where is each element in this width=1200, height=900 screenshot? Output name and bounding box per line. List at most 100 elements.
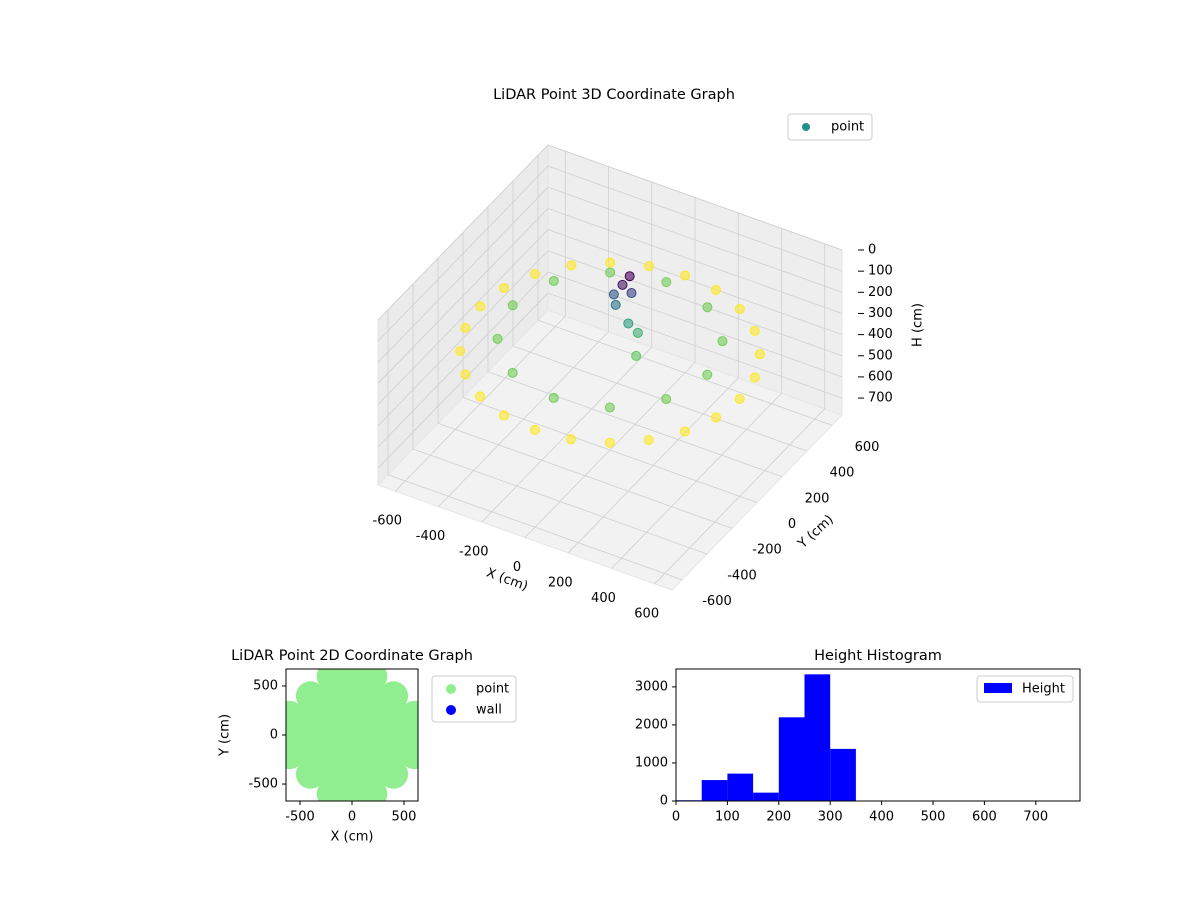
point [624, 271, 635, 282]
z-tick-label: 0 [868, 243, 876, 258]
z-tick-label: 300 [868, 306, 893, 321]
point [661, 394, 672, 405]
bar [778, 717, 805, 801]
point [631, 350, 642, 361]
grid-line [487, 371, 783, 478]
x-tick-label: 400 [591, 591, 616, 606]
point [530, 424, 540, 435]
grid-line [537, 319, 833, 426]
grid-line [377, 229, 549, 405]
grid-line [377, 187, 549, 363]
grid-line [547, 208, 843, 314]
point [702, 369, 713, 380]
x-tick-label: -600 [373, 514, 403, 529]
grid-line [547, 250, 843, 357]
bar [727, 773, 754, 801]
y-tick-label: 500 [253, 678, 278, 693]
grid-line [377, 208, 549, 384]
point [548, 392, 559, 403]
grid-line [547, 144, 843, 251]
chart-title: LiDAR Point 3D Coordinate Graph [493, 87, 735, 103]
point [749, 325, 760, 336]
grid-line [387, 474, 683, 581]
point [605, 267, 616, 278]
y-axis-label: Y (cm) [218, 714, 233, 757]
z-tick-label: 200 [868, 285, 893, 300]
bar [701, 780, 728, 801]
point [702, 302, 713, 313]
x-tick-label: 100 [715, 810, 740, 825]
y-tick-label: 1000 [635, 755, 668, 770]
y-tick-label: -400 [727, 568, 757, 583]
plot-area [676, 674, 856, 801]
point [754, 349, 765, 360]
y-tick-label: 0 [660, 794, 668, 809]
point [711, 285, 722, 296]
x-tick-label: -500 [285, 810, 315, 825]
point [679, 426, 690, 437]
point [379, 681, 409, 711]
x-tick-label: -200 [459, 545, 489, 560]
z-tick-label: 400 [868, 327, 893, 342]
y-tick-label: 0 [270, 728, 278, 743]
grid-line [547, 271, 843, 378]
point [604, 437, 615, 448]
chart-title: Height Histogram [814, 648, 942, 664]
point [492, 333, 503, 344]
grid-line [547, 229, 843, 335]
y-tick-label: 0 [788, 517, 796, 532]
point [617, 279, 628, 290]
point [643, 261, 654, 272]
y-tick-label: 3000 [635, 679, 668, 694]
legend-marker [446, 684, 456, 694]
y-axis-label: Y (cm) [795, 512, 837, 552]
x-tick-label: 500 [392, 810, 417, 825]
y-tick-label: -600 [702, 594, 732, 609]
point [661, 277, 672, 288]
z-tick-label: 600 [868, 369, 893, 384]
point [626, 288, 637, 299]
grid-line [377, 165, 549, 342]
bar [753, 792, 779, 801]
x-tick-label: 0 [672, 810, 680, 825]
point [548, 275, 559, 286]
grid-line [512, 345, 808, 452]
point [566, 260, 577, 271]
point [632, 327, 643, 338]
legend-box [976, 675, 1074, 703]
point [566, 434, 577, 445]
point [455, 346, 466, 357]
point [734, 394, 745, 405]
point [498, 410, 509, 421]
legend-marker [446, 705, 456, 715]
grid-line [377, 250, 549, 427]
point [460, 369, 471, 380]
x-tick-label: -400 [416, 529, 446, 544]
point [358, 669, 388, 691]
y-tick-label: -200 [752, 543, 782, 558]
legend-label: wall [476, 703, 502, 718]
grid-line [547, 186, 843, 293]
x-tick-label: 0 [348, 810, 356, 825]
z-axis-label: H (cm) [911, 303, 926, 347]
legend-swatch [984, 683, 1012, 693]
point [680, 270, 690, 281]
x-axis-label: X (cm) [484, 566, 530, 595]
legend-label: Height [1022, 682, 1065, 697]
grid-line [547, 292, 843, 399]
point [475, 391, 486, 402]
grid-line [462, 397, 758, 503]
x-axis-label: X (cm) [331, 830, 374, 845]
x-tick-label: 500 [921, 810, 946, 825]
point [399, 700, 418, 730]
chart-title: LiDAR Point 2D Coordinate Graph [231, 648, 473, 664]
grid-line [437, 422, 733, 529]
point [507, 300, 518, 311]
grid-line [412, 448, 708, 555]
bar [830, 748, 856, 801]
y-tick-label: -500 [248, 777, 278, 792]
y-tick-label: 400 [830, 466, 855, 481]
z-tick-label: 100 [868, 264, 893, 279]
grid-line [547, 165, 843, 272]
